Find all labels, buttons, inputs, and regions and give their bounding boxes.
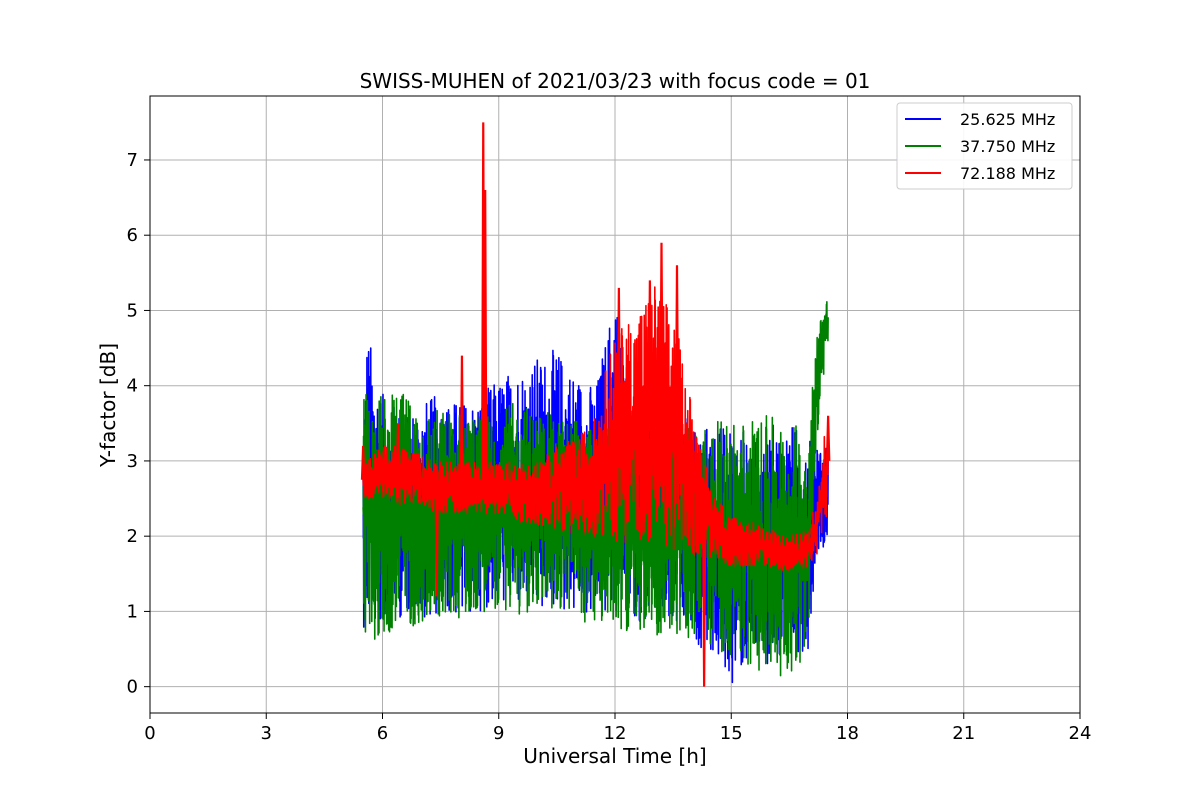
- x-tick-label: 3: [261, 723, 272, 744]
- y-tick-label: 0: [127, 677, 138, 698]
- x-tick-label: 18: [836, 723, 859, 744]
- y-axis-title: Y-factor [dB]: [96, 343, 120, 468]
- y-tick-label: 4: [127, 376, 138, 397]
- y-tick-label: 7: [127, 150, 138, 171]
- y-axis-ticks: 0 1 2 3 4 5 6 7: [127, 150, 150, 698]
- x-tick-label: 24: [1069, 723, 1092, 744]
- x-tick-label: 15: [720, 723, 743, 744]
- x-tick-label: 9: [493, 723, 504, 744]
- x-tick-label: 0: [144, 723, 155, 744]
- y-tick-label: 2: [127, 526, 138, 547]
- x-tick-label: 6: [377, 723, 388, 744]
- legend: 25.625 MHz 37.750 MHz 72.188 MHz: [896, 102, 1073, 190]
- chart-title: SWISS-MUHEN of 2021/03/23 with focus cod…: [360, 69, 871, 93]
- legend-label-2: 72.188 MHz: [960, 164, 1055, 183]
- series-spike-2-2: [434, 485, 440, 597]
- x-tick-label: 21: [952, 723, 975, 744]
- series-spike-2-10: [701, 506, 707, 687]
- series-spike-2-0: [360, 445, 366, 480]
- y-tick-label: 5: [127, 300, 138, 321]
- y-tick-label: 1: [127, 601, 138, 622]
- series-spike-2-1: [395, 423, 401, 476]
- series-spike-2-11: [825, 415, 831, 461]
- series-spike-2-7: [647, 280, 653, 416]
- series-spike-2-9: [674, 265, 680, 441]
- y-tick-label: 6: [127, 225, 138, 246]
- series-spike-2-3: [459, 355, 465, 488]
- series-spike-2-6: [616, 287, 622, 434]
- legend-label-0: 25.625 MHz: [960, 110, 1055, 129]
- series-spike-2-5: [482, 190, 488, 488]
- series-spike-2-8: [659, 242, 664, 420]
- x-axis-title: Universal Time [h]: [523, 744, 706, 768]
- series-line-2: [362, 286, 829, 571]
- legend-box: [896, 102, 1073, 190]
- x-tick-label: 12: [604, 723, 627, 744]
- plot-area: [360, 122, 831, 687]
- y-tick-label: 3: [127, 451, 138, 472]
- x-axis-ticks: 0 3 6 9 12 15 18 21 24: [144, 713, 1091, 744]
- legend-label-1: 37.750 MHz: [960, 137, 1055, 156]
